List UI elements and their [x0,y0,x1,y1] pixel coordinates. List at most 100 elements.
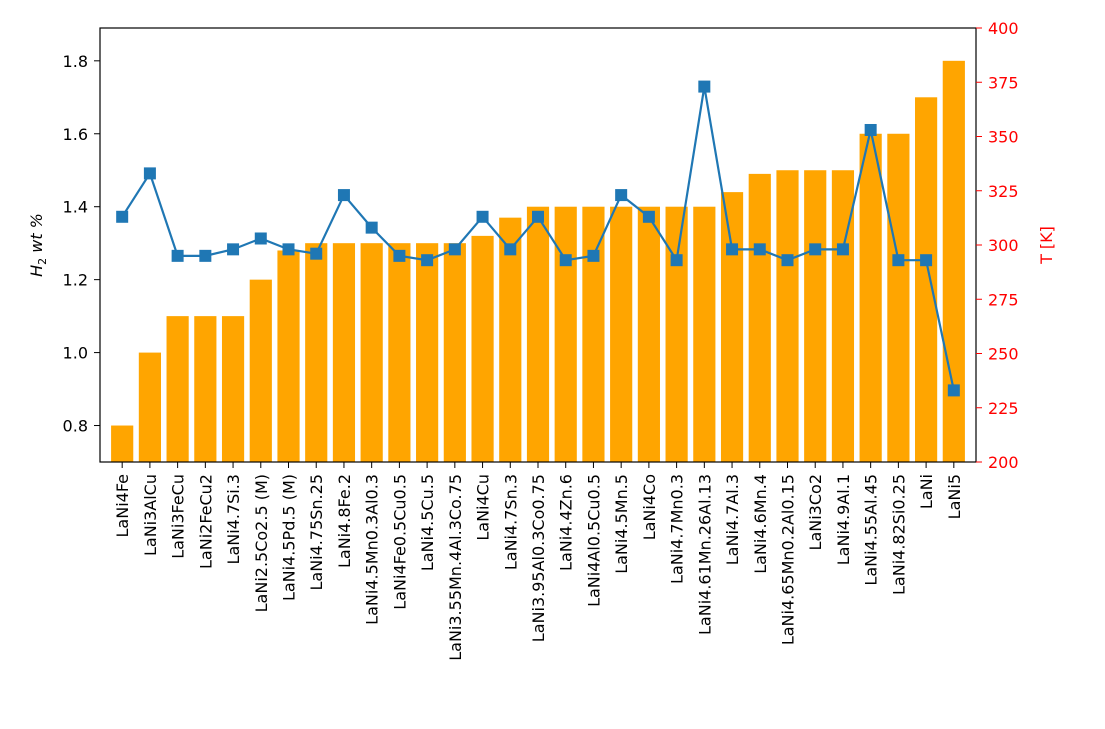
point-10 [393,249,406,262]
bar-4 [221,316,245,462]
x-tick-label-9: LaNi4.5Mn0.3Al0.3 [363,474,382,625]
x-tick-label-7: LaNi4.75Sn.25 [307,474,326,591]
point-14 [504,243,517,256]
point-12 [448,243,461,256]
x-tick-label-15: LaNi3.95Al0.3Co0.75 [529,474,548,642]
right-tick-label-3: 275 [988,290,1019,309]
right-axis-title: T [K] [1037,226,1056,265]
bar-9 [360,243,383,462]
point-16 [559,254,572,267]
x-tick-label-14: LaNi4.7Sn.3 [501,474,520,570]
x-tick-label-0: LaNi4Fe [113,474,132,537]
bar-1 [138,352,161,462]
point-19 [642,210,655,223]
point-6 [282,243,295,256]
right-tick-label-6: 350 [988,128,1019,147]
x-tick-label-25: LaNi3Co2 [806,474,825,550]
bar-5 [249,279,272,462]
point-21 [698,80,711,93]
x-tick-label-20: LaNi4.7Mn0.3 [668,474,687,584]
x-tick-label-10: LaNi4Fe0.5Cu0.5 [390,474,409,610]
point-24 [781,254,794,267]
ylabel-rest: wt % [27,213,46,258]
bar-30 [942,60,965,462]
left-y-axis: 0.8 1.0 1.2 1.4 1.6 1.8 [63,52,100,436]
bar-18 [610,206,633,462]
point-8 [337,189,350,202]
point-0 [116,210,129,223]
bar-21 [693,206,716,462]
bar-0 [111,425,134,462]
ylabel-subscript: 2 [36,258,49,265]
x-tick-label-13: LaNi4Cu [474,474,493,541]
x-tick-label-8: LaNi4.8Fe.2 [335,474,354,568]
bar-8 [332,243,356,462]
bar-23 [748,173,771,462]
bar-24 [776,170,799,463]
x-axis: LaNi4Fe LaNi3AlCu LaNi3FeCu LaNi2FeCu2 LaNi4… [113,462,964,661]
x-tick-label-30: LaNi5 [945,474,964,519]
x-tick-label-4: LaNi4.7Si.3 [224,474,243,564]
x-tick-label-24: LaNi4.65Mn0.2Al0.15 [778,474,797,645]
bar-3 [194,316,217,462]
point-26 [836,243,849,256]
bar-2 [166,316,189,462]
point-2 [171,249,184,262]
point-25 [809,243,822,256]
right-y-axis: 200 225 250 275 300 325 350 375 400 [976,19,1019,472]
right-tick-label-2: 250 [988,345,1019,364]
left-axis-title: H2 wt % [27,213,49,277]
bar-12 [443,243,466,462]
point-18 [615,189,628,202]
x-tick-label-6: LaNi4.5Pd.5 (M) [280,474,299,601]
bar-17 [582,206,605,462]
point-23 [753,243,766,256]
point-20 [670,254,683,267]
bar-26 [831,170,855,463]
bar-28 [887,133,910,462]
bar-29 [915,97,938,462]
x-tick-label-28: LaNi4.82Si0.25 [889,474,908,595]
x-tick-label-29: LaNi [917,474,936,509]
point-11 [421,254,434,267]
bar-11 [416,243,439,462]
bar-6 [277,250,300,462]
x-tick-label-26: LaNi4.9Al.1 [834,474,853,565]
x-tick-label-2: LaNi3FeCu [169,474,188,559]
point-5 [254,232,267,245]
point-15 [532,210,544,223]
x-tick-label-11: LaNi4.5Cu.5 [418,474,437,571]
bar-10 [388,243,411,462]
left-tick-label-0: 0.8 [63,417,88,436]
bar-15 [526,206,550,462]
x-tick-label-5: LaNi2.5Co2.5 (M) [252,474,271,612]
point-1 [143,167,156,180]
bar-series [111,60,965,463]
x-tick-label-17: LaNi4Al0.5Cu0.5 [584,474,603,607]
x-tick-label-21: LaNi4.61Mn.26Al.13 [695,474,714,635]
left-tick-label-5: 1.8 [63,52,88,71]
point-4 [227,243,240,256]
point-27 [864,123,877,136]
x-tick-label-12: LaNi3.55Mn.4Al.3Co.75 [446,474,465,661]
x-tick-label-19: LaNi4Co [640,474,659,540]
point-7 [310,247,323,260]
x-tick-label-22: LaNi4.7Al.3 [723,474,742,565]
left-tick-label-3: 1.4 [63,198,88,217]
x-tick-label-16: LaNi4.4Zn.6 [557,474,576,571]
bar-22 [720,192,744,462]
bar-13 [471,235,494,462]
left-tick-label-4: 1.6 [63,125,88,144]
point-28 [892,254,905,267]
point-13 [476,210,489,223]
point-29 [920,254,933,267]
right-tick-label-4: 300 [988,236,1019,255]
x-tick-label-27: LaNi4.55Al.45 [862,474,881,586]
x-tick-label-18: LaNi4.5Mn.5 [612,474,631,574]
point-9 [365,221,378,234]
right-tick-label-8: 400 [988,19,1019,38]
right-tick-label-1: 225 [988,399,1019,418]
x-tick-label-3: LaNi2FeCu2 [196,474,215,569]
x-tick-label-1: LaNi3AlCu [141,474,160,556]
